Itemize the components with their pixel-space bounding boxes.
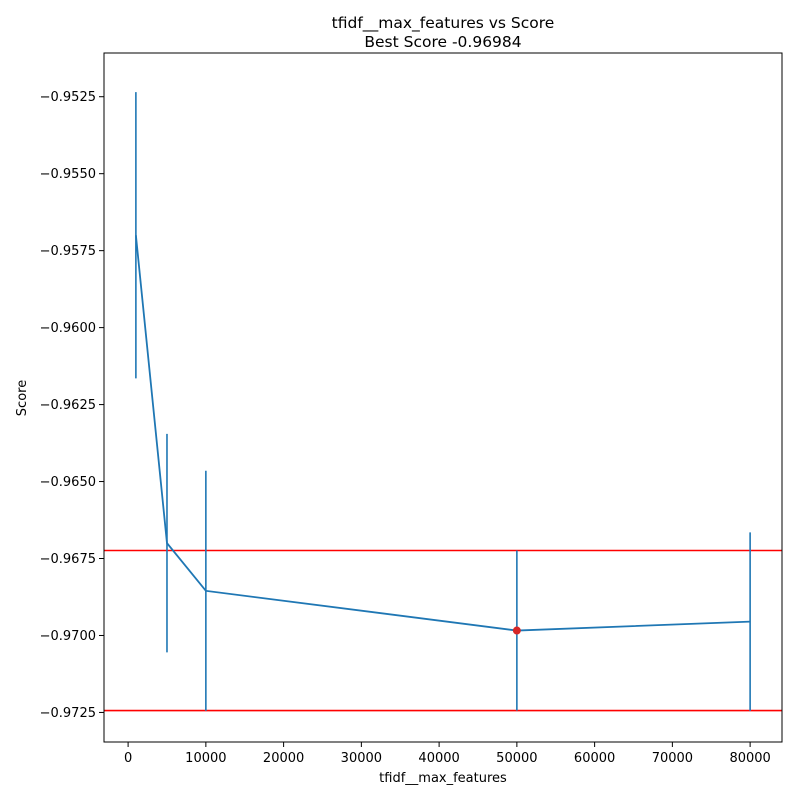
x-axis-label: tfidf__max_features xyxy=(379,771,507,786)
y-axis: −0.9525 −0.9550 −0.9575 −0.9600 −0.9625 −0.96… xyxy=(40,90,104,721)
x-tick-label-2: 20000 xyxy=(263,751,304,766)
y-tick-label-5: −0.9650 xyxy=(40,475,96,490)
x-axis: 0 10000 20000 30000 40000 50000 60000 70000 8000… xyxy=(124,742,771,766)
best-point-marker xyxy=(512,626,521,635)
y-tick-label-6: −0.9675 xyxy=(40,552,96,567)
x-tick-label-4: 40000 xyxy=(418,751,459,766)
x-tick-label-3: 30000 xyxy=(341,751,382,766)
y-tick-label-0: −0.9525 xyxy=(40,90,96,105)
y-tick-label-1: −0.9550 xyxy=(40,167,96,182)
plot-content xyxy=(104,92,782,712)
y-tick-label-8: −0.9725 xyxy=(40,706,96,721)
x-tick-label-5: 50000 xyxy=(496,751,537,766)
y-tick-label-7: −0.9700 xyxy=(40,629,96,644)
y-tick-label-3: −0.9600 xyxy=(40,321,96,336)
chart-title: tfidf__max_features vs Score xyxy=(332,14,555,33)
y-tick-label-2: −0.9575 xyxy=(40,244,96,259)
x-tick-label-6: 60000 xyxy=(574,751,615,766)
x-tick-label-0: 0 xyxy=(124,751,132,766)
plot-area xyxy=(104,92,782,712)
chart-subtitle: Best Score -0.96984 xyxy=(364,33,521,51)
x-tick-label-8: 80000 xyxy=(729,751,770,766)
x-tick-label-1: 10000 xyxy=(185,751,226,766)
x-tick-label-7: 70000 xyxy=(652,751,693,766)
y-axis-label: Score xyxy=(15,380,30,416)
plot-frame xyxy=(103,52,783,743)
y-tick-label-4: −0.9625 xyxy=(40,398,96,413)
